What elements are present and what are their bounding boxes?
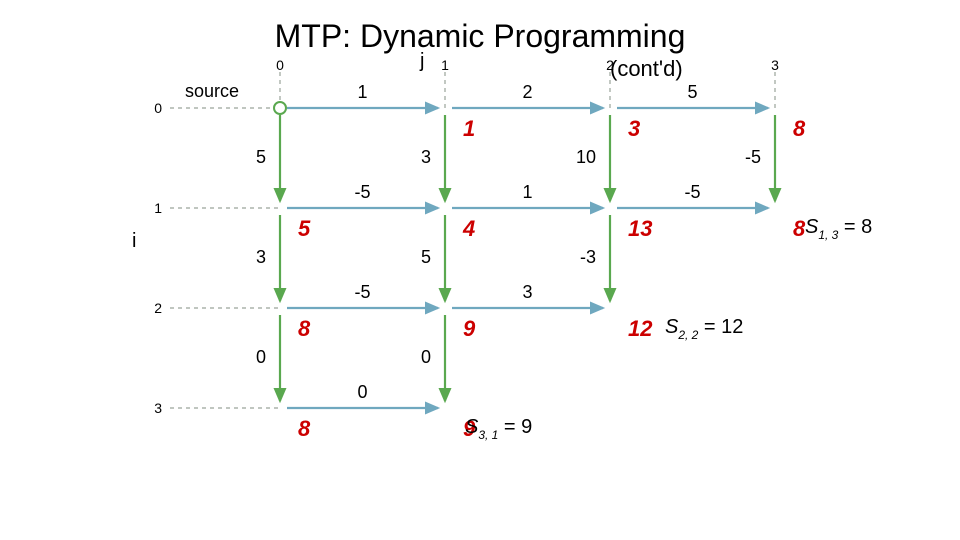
node-value: 9 [463,316,476,341]
diagram-svg: 01230123source125-51-5-5305310-535-30013… [0,0,960,540]
row-tick: 3 [154,400,162,416]
v-edge-weight: -3 [580,247,596,267]
node-value: 3 [628,116,640,141]
h-edge-weight: 2 [522,82,532,102]
h-edge-weight: 1 [357,82,367,102]
node-value: 4 [462,216,475,241]
h-edge-weight: -5 [684,182,700,202]
node-value: 8 [298,416,311,441]
node-value: 8 [298,316,311,341]
annotation: S1, 3 = 8 [805,216,872,242]
source-node [274,102,286,114]
node-value: 5 [298,216,311,241]
v-edge-weight: 3 [421,147,431,167]
annotation: S2, 2 = 12 [665,316,743,342]
h-edge-weight: 0 [357,382,367,402]
col-tick: 3 [771,57,779,73]
col-tick: 1 [441,57,449,73]
node-value: 8 [793,116,806,141]
node-value: 12 [628,316,653,341]
v-edge-weight: 0 [256,347,266,367]
v-edge-weight: 5 [256,147,266,167]
v-edge-weight: 0 [421,347,431,367]
h-edge-weight: 1 [522,182,532,202]
row-tick: 1 [154,200,162,216]
v-edge-weight: 10 [576,147,596,167]
h-edge-weight: -5 [354,282,370,302]
row-tick: 2 [154,300,162,316]
h-edge-weight: -5 [354,182,370,202]
v-edge-weight: 3 [256,247,266,267]
v-edge-weight: 5 [421,247,431,267]
v-edge-weight: -5 [745,147,761,167]
node-value: 1 [463,116,475,141]
h-edge-weight: 3 [522,282,532,302]
node-value: 13 [628,216,652,241]
col-tick: 0 [276,57,284,73]
source-label: source [185,81,239,101]
col-tick: 2 [606,57,614,73]
h-edge-weight: 5 [687,82,697,102]
row-tick: 0 [154,100,162,116]
